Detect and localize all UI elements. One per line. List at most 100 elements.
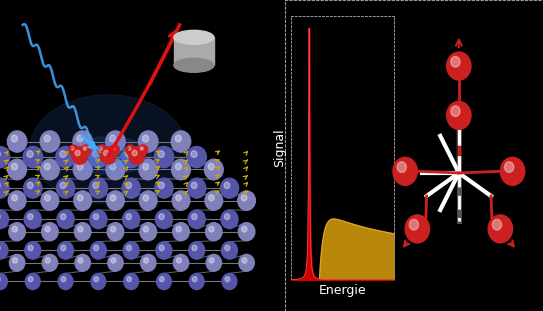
- Circle shape: [222, 273, 237, 290]
- Circle shape: [191, 182, 197, 188]
- Circle shape: [57, 210, 74, 229]
- Circle shape: [99, 147, 102, 150]
- Circle shape: [42, 223, 58, 241]
- Circle shape: [206, 254, 222, 271]
- Circle shape: [140, 191, 157, 210]
- Circle shape: [160, 276, 164, 282]
- Circle shape: [61, 245, 66, 251]
- Circle shape: [451, 106, 460, 117]
- Circle shape: [209, 226, 214, 232]
- Circle shape: [192, 245, 197, 251]
- Circle shape: [44, 135, 50, 142]
- Circle shape: [159, 182, 165, 188]
- Circle shape: [90, 210, 107, 229]
- Circle shape: [45, 195, 50, 201]
- Circle shape: [451, 57, 460, 67]
- Circle shape: [155, 178, 173, 198]
- Circle shape: [176, 226, 181, 232]
- Circle shape: [242, 226, 247, 232]
- Circle shape: [393, 157, 418, 185]
- Circle shape: [500, 157, 525, 185]
- Circle shape: [28, 276, 33, 282]
- Ellipse shape: [174, 58, 214, 72]
- Circle shape: [56, 146, 75, 168]
- Circle shape: [77, 135, 83, 142]
- Circle shape: [75, 254, 90, 271]
- Circle shape: [0, 242, 8, 259]
- Circle shape: [27, 182, 33, 188]
- Circle shape: [56, 178, 75, 198]
- Circle shape: [122, 146, 141, 168]
- Circle shape: [241, 195, 247, 201]
- Circle shape: [90, 242, 106, 259]
- Circle shape: [208, 163, 214, 170]
- Circle shape: [41, 191, 59, 210]
- Circle shape: [61, 276, 66, 282]
- Circle shape: [0, 210, 9, 229]
- Circle shape: [205, 191, 223, 210]
- Circle shape: [189, 242, 205, 259]
- Circle shape: [128, 147, 131, 150]
- Circle shape: [93, 182, 99, 188]
- Circle shape: [28, 245, 33, 251]
- Y-axis label: Signal: Signal: [273, 128, 286, 167]
- Circle shape: [190, 273, 204, 290]
- Circle shape: [60, 182, 66, 188]
- Circle shape: [8, 131, 27, 152]
- Circle shape: [0, 146, 10, 168]
- Circle shape: [122, 178, 140, 198]
- Circle shape: [224, 182, 230, 188]
- Circle shape: [89, 146, 108, 168]
- Circle shape: [12, 258, 17, 263]
- Circle shape: [140, 223, 156, 241]
- Circle shape: [238, 191, 255, 210]
- Circle shape: [45, 226, 50, 232]
- Circle shape: [12, 226, 17, 232]
- Circle shape: [155, 210, 173, 229]
- Circle shape: [225, 245, 230, 251]
- Circle shape: [191, 151, 197, 157]
- Circle shape: [106, 159, 125, 180]
- Circle shape: [42, 254, 58, 271]
- Circle shape: [220, 178, 238, 198]
- Circle shape: [8, 159, 27, 180]
- Circle shape: [77, 163, 83, 170]
- Circle shape: [142, 135, 149, 142]
- Ellipse shape: [83, 145, 134, 166]
- Circle shape: [107, 223, 124, 241]
- Circle shape: [40, 131, 60, 152]
- Bar: [174, 37, 214, 65]
- Circle shape: [8, 191, 26, 210]
- Circle shape: [127, 276, 131, 282]
- Circle shape: [108, 254, 123, 271]
- Circle shape: [126, 214, 131, 220]
- Circle shape: [110, 163, 116, 170]
- Circle shape: [159, 245, 164, 251]
- Circle shape: [12, 195, 17, 201]
- Circle shape: [188, 210, 205, 229]
- Circle shape: [175, 135, 181, 142]
- Circle shape: [98, 145, 106, 155]
- Circle shape: [172, 159, 191, 180]
- Circle shape: [493, 219, 502, 230]
- Circle shape: [92, 151, 99, 157]
- Circle shape: [124, 273, 138, 290]
- Circle shape: [58, 242, 73, 259]
- Circle shape: [242, 258, 247, 263]
- Circle shape: [78, 258, 83, 263]
- Circle shape: [238, 223, 255, 241]
- Circle shape: [239, 254, 254, 271]
- Circle shape: [127, 245, 131, 251]
- Circle shape: [69, 145, 78, 155]
- Circle shape: [110, 226, 116, 232]
- Circle shape: [187, 146, 206, 168]
- Circle shape: [447, 101, 471, 129]
- Circle shape: [25, 242, 41, 259]
- Circle shape: [27, 151, 33, 157]
- Circle shape: [138, 145, 148, 155]
- Circle shape: [123, 242, 139, 259]
- Circle shape: [73, 131, 92, 152]
- Circle shape: [206, 223, 222, 241]
- Circle shape: [192, 276, 197, 282]
- Ellipse shape: [174, 30, 214, 44]
